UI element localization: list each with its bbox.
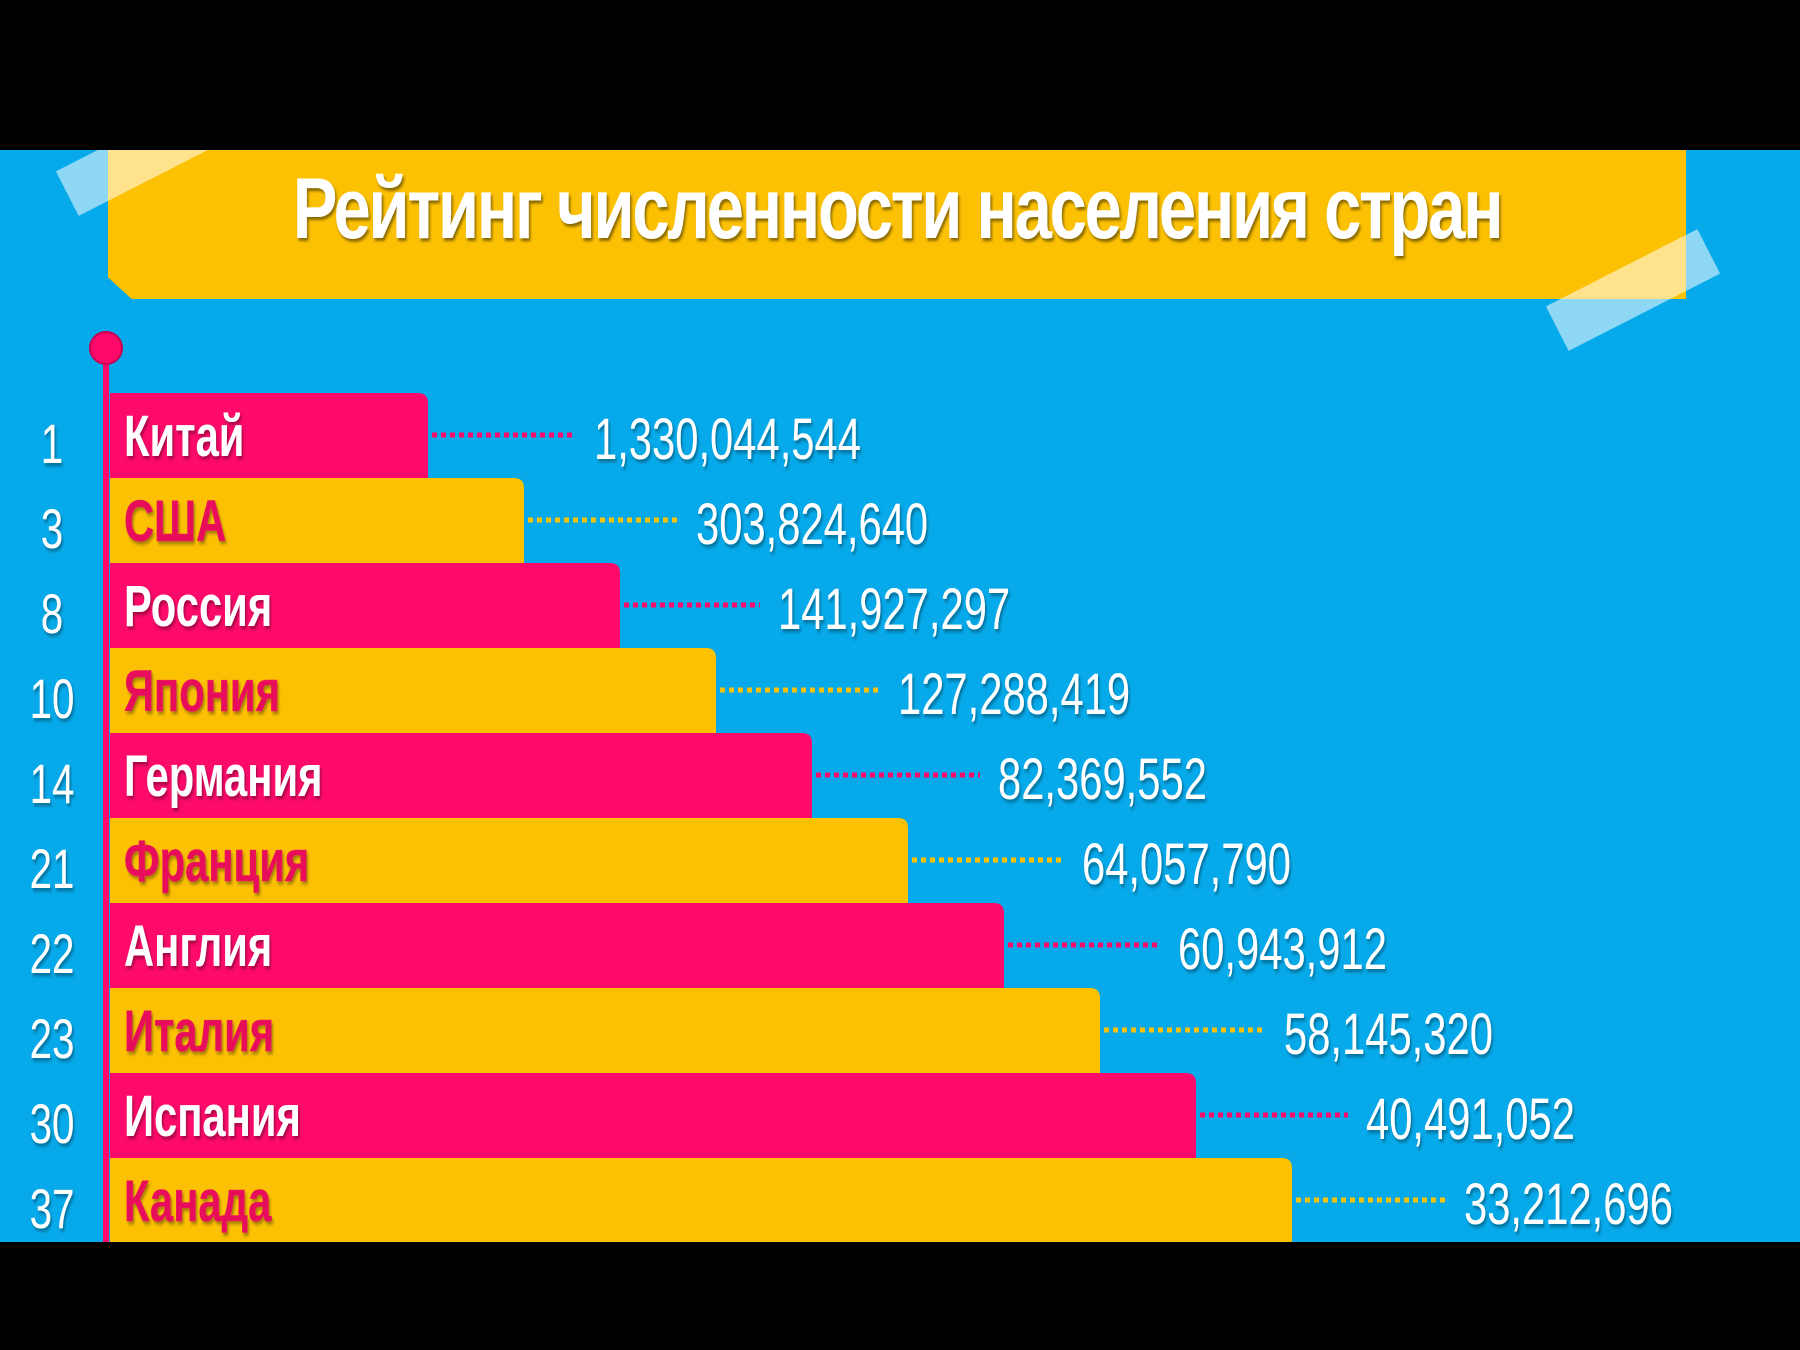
value-label: 127,288,419 (898, 661, 1130, 726)
bar (110, 563, 620, 655)
category-label: Канада (124, 1168, 272, 1233)
bar (110, 733, 812, 825)
bar (110, 393, 428, 485)
rank-label: 14 (30, 754, 75, 816)
category-label: Россия (124, 573, 272, 638)
bar (110, 648, 716, 740)
axis-pin (89, 331, 123, 365)
bar (110, 478, 524, 570)
rank-label: 8 (41, 584, 63, 646)
category-label: США (124, 488, 226, 553)
category-label: Япония (124, 658, 280, 723)
title-banner: Рейтинг численности населения стран (108, 150, 1686, 299)
value-label: 1,330,044,544 (594, 406, 861, 471)
category-label: Франция (124, 828, 309, 893)
bar (110, 903, 1004, 995)
value-label: 60,943,912 (1178, 916, 1387, 981)
value-label: 58,145,320 (1284, 1001, 1493, 1066)
category-label: Италия (124, 998, 274, 1063)
bar (110, 1073, 1196, 1165)
rank-label: 21 (30, 839, 75, 901)
bar (110, 1158, 1292, 1242)
rank-label: 1 (41, 414, 63, 476)
value-label: 40,491,052 (1366, 1086, 1575, 1151)
value-label: 141,927,297 (778, 576, 1010, 641)
rank-label: 37 (30, 1179, 75, 1241)
category-label: Китай (124, 403, 244, 468)
rank-label: 10 (30, 669, 75, 731)
rank-label: 23 (30, 1009, 75, 1071)
value-label: 33,212,696 (1464, 1171, 1673, 1236)
value-label: 64,057,790 (1082, 831, 1291, 896)
value-label: 82,369,552 (998, 746, 1207, 811)
chart-stage: 1 Китай 1,330,044,544 3 США 303,824,640 8 Росси… (0, 150, 1800, 1242)
category-label: Англия (124, 913, 272, 978)
category-label: Испания (124, 1083, 301, 1148)
rank-label: 30 (30, 1094, 75, 1156)
bar (110, 988, 1100, 1080)
value-label: 303,824,640 (696, 491, 928, 556)
bar-chart: 1 Китай 1,330,044,544 3 США 303,824,640 8 Росси… (30, 331, 1673, 1242)
chart-title: Рейтинг численности населения стран (292, 160, 1504, 257)
category-label: Германия (124, 743, 322, 808)
bar (110, 818, 908, 910)
rank-label: 3 (41, 499, 63, 561)
rank-label: 22 (30, 924, 75, 986)
